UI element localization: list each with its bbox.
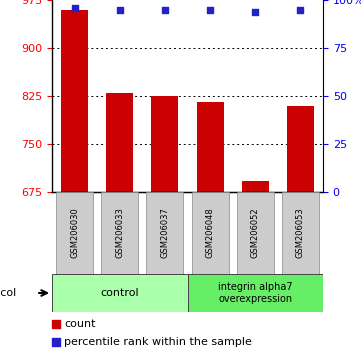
Text: GSM206030: GSM206030 <box>70 208 79 258</box>
FancyBboxPatch shape <box>187 274 323 312</box>
Point <box>297 7 303 12</box>
Point <box>53 321 59 327</box>
FancyBboxPatch shape <box>52 274 187 312</box>
Text: percentile rank within the sample: percentile rank within the sample <box>64 337 252 347</box>
Bar <box>106 93 133 192</box>
Text: GSM206037: GSM206037 <box>160 207 169 258</box>
FancyBboxPatch shape <box>282 192 319 274</box>
Text: GSM206052: GSM206052 <box>251 208 260 258</box>
Text: GSM206048: GSM206048 <box>205 208 214 258</box>
Text: control: control <box>100 288 139 298</box>
Text: GSM206033: GSM206033 <box>115 207 124 258</box>
Point <box>53 339 59 345</box>
Point <box>72 5 78 11</box>
FancyBboxPatch shape <box>101 192 138 274</box>
Bar <box>61 10 88 192</box>
FancyBboxPatch shape <box>56 192 93 274</box>
Point <box>207 7 213 12</box>
Bar <box>242 181 269 192</box>
FancyBboxPatch shape <box>147 192 183 274</box>
Bar <box>196 102 223 192</box>
Text: GSM206053: GSM206053 <box>296 208 305 258</box>
FancyBboxPatch shape <box>237 192 274 274</box>
FancyBboxPatch shape <box>192 192 229 274</box>
Text: protocol: protocol <box>0 288 16 298</box>
Point <box>117 7 123 12</box>
Text: integrin alpha7
overexpression: integrin alpha7 overexpression <box>218 282 292 304</box>
Point <box>162 7 168 12</box>
Point <box>252 9 258 15</box>
Bar <box>151 96 178 192</box>
Bar <box>287 105 314 192</box>
Text: count: count <box>64 319 96 329</box>
